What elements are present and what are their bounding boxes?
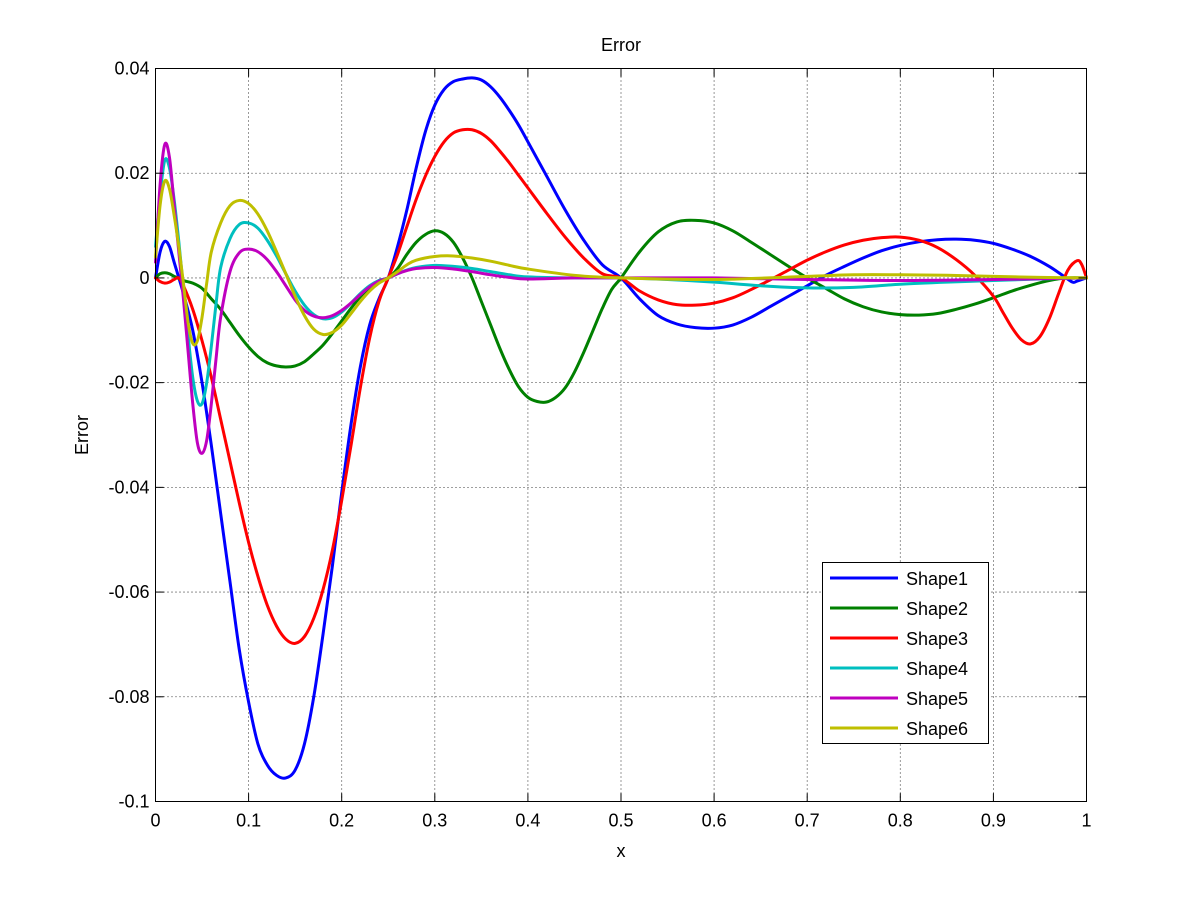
y-tick-label: -0.06: [108, 582, 149, 602]
series-line-shape2: [154, 218, 1088, 404]
x-tick-label: 0.6: [702, 811, 727, 831]
x-tick-label: 0.8: [888, 811, 913, 831]
legend-label-shape1: Shape1: [906, 569, 968, 589]
x-tick-label: 1: [1081, 811, 1091, 831]
x-tick-label: 0.4: [515, 811, 540, 831]
legend-box: [822, 562, 989, 744]
series-line-shape5: [154, 141, 1088, 455]
y-tick-labels: 0.04 0.02 0 -0.02 -0.04 -0.06 -0.08 -0.1: [108, 59, 149, 812]
series-lines: [154, 76, 1088, 780]
x-tick-label: 0.2: [329, 811, 354, 831]
x-tick-labels: 0 0.1 0.2 0.3 0.4 0.5 0.6 0.7 0.8 0.9 1: [150, 811, 1091, 831]
y-tick-label: 0.04: [114, 59, 149, 79]
y-tick-label: -0.04: [108, 477, 149, 497]
legend-label-shape2: Shape2: [906, 599, 968, 619]
legend-label-shape4: Shape4: [906, 659, 968, 679]
chart-title: Error: [601, 35, 641, 55]
series-line-shape1: [154, 76, 1088, 780]
y-tick-label: 0: [139, 268, 149, 288]
x-tick-label: 0.9: [981, 811, 1006, 831]
x-tick-label: 0: [150, 811, 160, 831]
y-axis-label: Error: [72, 415, 92, 455]
legend: Shape1 Shape2 Shape3 Shape4 Shape5 Shape6: [822, 562, 989, 744]
series-line-shape6: [154, 178, 1088, 347]
x-tick-label: 0.7: [795, 811, 820, 831]
x-axis-label: x: [617, 841, 626, 861]
series-line-shape3: [154, 127, 1088, 645]
ticks: [155, 68, 1087, 802]
x-tick-label: 0.1: [236, 811, 261, 831]
legend-label-shape6: Shape6: [906, 719, 968, 739]
y-tick-label: -0.08: [108, 687, 149, 707]
y-tick-label: -0.02: [108, 373, 149, 393]
x-tick-label: 0.3: [422, 811, 447, 831]
legend-label-shape5: Shape5: [906, 689, 968, 709]
y-tick-label: -0.1: [118, 792, 149, 812]
x-tick-label: 0.5: [608, 811, 633, 831]
y-tick-label: 0.02: [114, 163, 149, 183]
legend-label-shape3: Shape3: [906, 629, 968, 649]
